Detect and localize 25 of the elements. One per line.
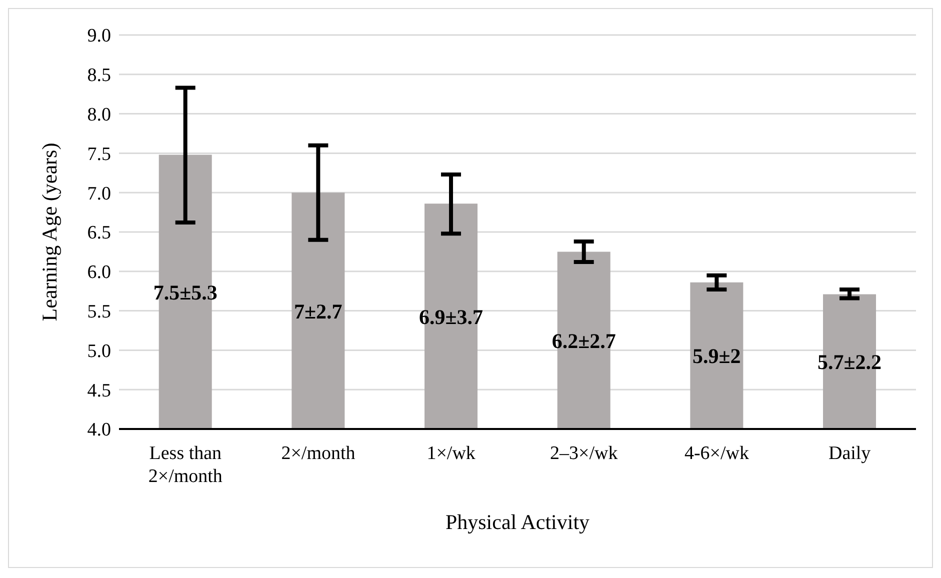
data-label: 7±2.7 (294, 299, 342, 324)
x-tick-label: 1×/wk (426, 443, 476, 464)
y-tick-label: 4.5 (87, 380, 111, 402)
y-tick-label: 7.0 (87, 183, 111, 204)
data-label: 7.5±5.3 (153, 280, 218, 304)
y-tick-label: 8.5 (87, 65, 111, 86)
x-tick-label: 2–3×/wk (550, 443, 618, 464)
y-axis-title: Learning Age (years) (37, 142, 62, 322)
data-label: 6.9±3.7 (419, 304, 484, 329)
y-tick-label: 4.0 (87, 420, 111, 441)
x-tick-label: Daily (828, 443, 872, 464)
x-tick-label: 2×/month (281, 443, 356, 464)
y-tick-label: 9.0 (87, 26, 111, 47)
data-label: 5.9±2 (692, 344, 741, 368)
y-tick-label: 6.5 (87, 222, 111, 244)
data-label: 6.2±2.7 (552, 328, 616, 353)
x-tick-label: 4-6×/wk (684, 443, 750, 464)
x-tick-label: Less than 2×/month (148, 443, 223, 487)
x-axis-title: Physical Activity (445, 510, 590, 534)
y-tick-label: 6.0 (87, 262, 111, 284)
y-tick-label: 5.0 (87, 340, 111, 362)
y-tick-label: 5.5 (87, 302, 111, 323)
data-label: 5.7±2.2 (818, 350, 882, 374)
y-tick-label: 8.0 (87, 104, 111, 126)
y-tick-label: 7.5 (87, 144, 111, 165)
